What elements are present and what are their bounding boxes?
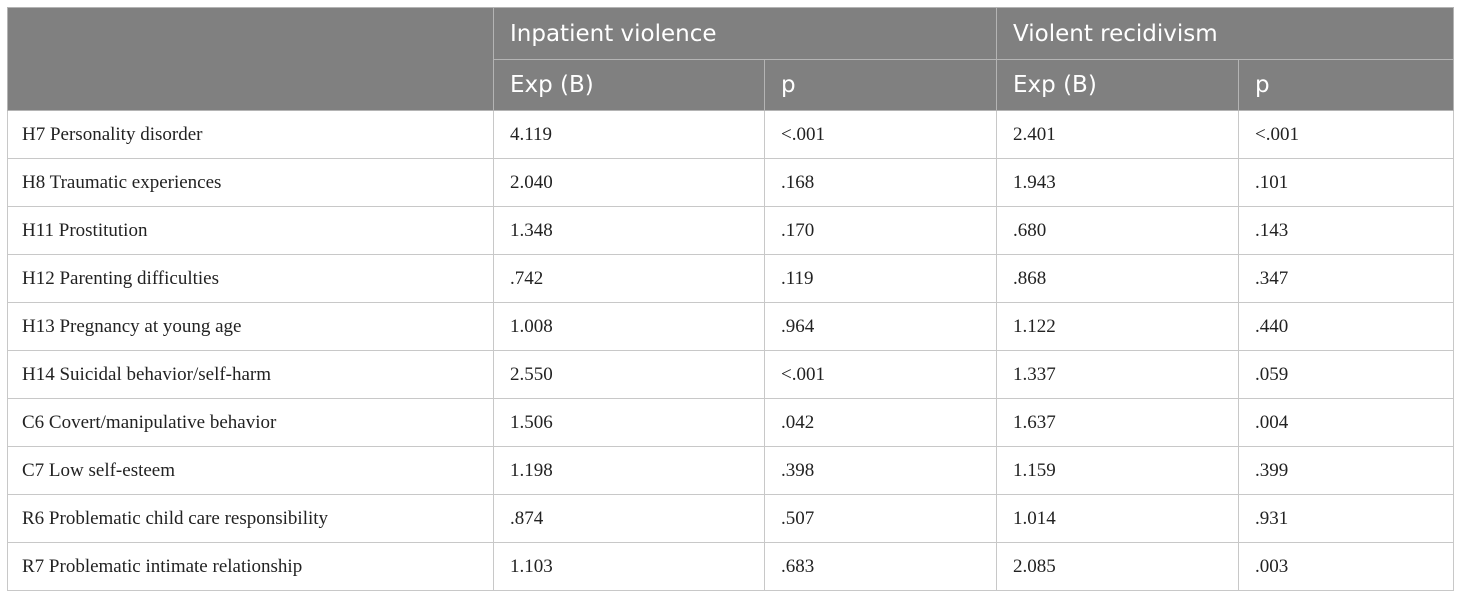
table-row: R6 Problematic child care responsibility… (7, 494, 1455, 543)
header-row-subcolumns: Exp (B) p Exp (B) p (8, 59, 1455, 111)
cell-iv-p: .119 (763, 254, 998, 303)
cell-vr-p: <.001 (1238, 110, 1455, 159)
header-vr-p: p (1238, 59, 1455, 111)
cell-vr-p: .059 (1238, 350, 1455, 399)
table-row: H11 Prostitution 1.348 .170 .680 .143 (7, 206, 1455, 255)
header-iv-p: p (763, 59, 998, 111)
cell-vr-exp-b: 1.159 (996, 446, 1240, 495)
row-label: R6 Problematic child care responsibility (7, 494, 494, 543)
cell-iv-exp-b: 2.550 (493, 350, 765, 399)
cell-vr-exp-b: 1.943 (996, 158, 1240, 207)
results-table: Inpatient violence Violent recidivism Ex… (7, 7, 1455, 591)
cell-vr-exp-b: 1.122 (996, 302, 1240, 351)
cell-vr-exp-b: 1.637 (996, 398, 1240, 447)
cell-iv-p: <.001 (763, 110, 998, 159)
cell-iv-p: .042 (763, 398, 998, 447)
row-label: H7 Personality disorder (7, 110, 494, 159)
cell-iv-exp-b: .742 (493, 254, 765, 303)
cell-vr-p: .101 (1238, 158, 1455, 207)
table-row: H14 Suicidal behavior/self-harm 2.550 <.… (7, 350, 1455, 399)
table-row: C7 Low self-esteem 1.198 .398 1.159 .399 (7, 446, 1455, 495)
cell-vr-p: .143 (1238, 206, 1455, 255)
cell-vr-exp-b: .680 (996, 206, 1240, 255)
cell-vr-exp-b: 1.337 (996, 350, 1240, 399)
header-group-violent-recidivism: Violent recidivism (996, 7, 1455, 60)
row-label: R7 Problematic intimate relationship (7, 542, 494, 591)
cell-vr-p: .931 (1238, 494, 1455, 543)
cell-iv-p: .398 (763, 446, 998, 495)
table-body: H7 Personality disorder 4.119 <.001 2.40… (7, 110, 1455, 591)
row-label: H8 Traumatic experiences (7, 158, 494, 207)
cell-vr-exp-b: 1.014 (996, 494, 1240, 543)
table-row: H13 Pregnancy at young age 1.008 .964 1.… (7, 302, 1455, 351)
table-row: R7 Problematic intimate relationship 1.1… (7, 542, 1455, 591)
table-row: H12 Parenting difficulties .742 .119 .86… (7, 254, 1455, 303)
cell-vr-p: .347 (1238, 254, 1455, 303)
cell-iv-p: .168 (763, 158, 998, 207)
cell-iv-exp-b: 2.040 (493, 158, 765, 207)
cell-iv-p: .170 (763, 206, 998, 255)
row-label: H11 Prostitution (7, 206, 494, 255)
cell-vr-p: .004 (1238, 398, 1455, 447)
header-vr-exp-b: Exp (B) (996, 59, 1240, 111)
header-group-inpatient-violence: Inpatient violence (492, 7, 998, 60)
cell-iv-exp-b: 1.008 (493, 302, 765, 351)
cell-vr-exp-b: 2.085 (996, 542, 1240, 591)
table-row: C6 Covert/manipulative behavior 1.506 .0… (7, 398, 1455, 447)
row-label: H13 Pregnancy at young age (7, 302, 494, 351)
cell-iv-exp-b: 1.506 (493, 398, 765, 447)
cell-iv-p: <.001 (763, 350, 998, 399)
cell-iv-p: .964 (763, 302, 998, 351)
row-label: H12 Parenting difficulties (7, 254, 494, 303)
cell-vr-p: .399 (1238, 446, 1455, 495)
row-label: H14 Suicidal behavior/self-harm (7, 350, 494, 399)
table-header: Inpatient violence Violent recidivism Ex… (7, 7, 1455, 111)
cell-vr-p: .003 (1238, 542, 1455, 591)
table-row: H7 Personality disorder 4.119 <.001 2.40… (7, 110, 1455, 159)
header-empty-cell (7, 7, 494, 111)
cell-iv-exp-b: 1.198 (493, 446, 765, 495)
cell-iv-exp-b: 1.348 (493, 206, 765, 255)
cell-iv-exp-b: 1.103 (493, 542, 765, 591)
row-label: C7 Low self-esteem (7, 446, 494, 495)
cell-vr-exp-b: 2.401 (996, 110, 1240, 159)
cell-vr-exp-b: .868 (996, 254, 1240, 303)
cell-vr-p: .440 (1238, 302, 1455, 351)
cell-iv-p: .683 (763, 542, 998, 591)
header-iv-exp-b: Exp (B) (493, 59, 765, 111)
row-label: C6 Covert/manipulative behavior (7, 398, 494, 447)
header-row-groups: Inpatient violence Violent recidivism (7, 7, 1455, 111)
cell-iv-exp-b: 4.119 (493, 110, 765, 159)
cell-iv-exp-b: .874 (493, 494, 765, 543)
cell-iv-p: .507 (763, 494, 998, 543)
table-row: H8 Traumatic experiences 2.040 .168 1.94… (7, 158, 1455, 207)
